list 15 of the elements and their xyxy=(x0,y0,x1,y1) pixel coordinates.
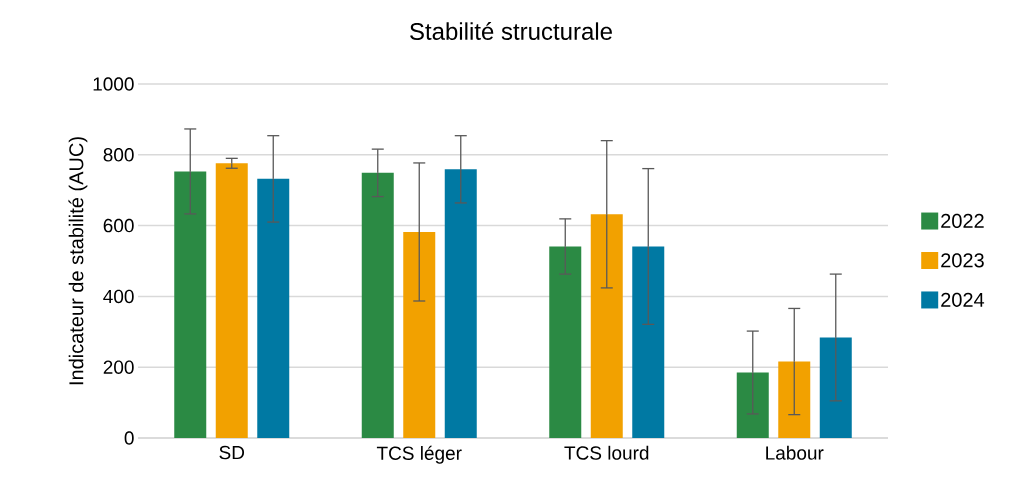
x-tick-label: Labour xyxy=(766,445,824,460)
y-tick-label: 800 xyxy=(103,148,134,162)
y-axis-title: Indicateur de stabilité (AUC) xyxy=(68,137,88,385)
y-tick-label: 1000 xyxy=(93,77,134,91)
y-tick-label: 200 xyxy=(103,360,134,374)
y-tick-label: 0 xyxy=(124,431,134,445)
legend-label: 2022 xyxy=(941,213,984,228)
x-tick-label: TCS léger xyxy=(376,445,462,464)
x-tick-label: TCS lourd xyxy=(564,445,649,460)
y-tick-label: 600 xyxy=(103,218,134,233)
legend-label: 2024 xyxy=(941,292,985,307)
x-tick-label: SD xyxy=(219,445,245,460)
y-tick-label: 400 xyxy=(103,289,134,304)
legend-label: 2023 xyxy=(941,253,984,268)
chart-title: Stabilité structurale xyxy=(410,22,612,40)
